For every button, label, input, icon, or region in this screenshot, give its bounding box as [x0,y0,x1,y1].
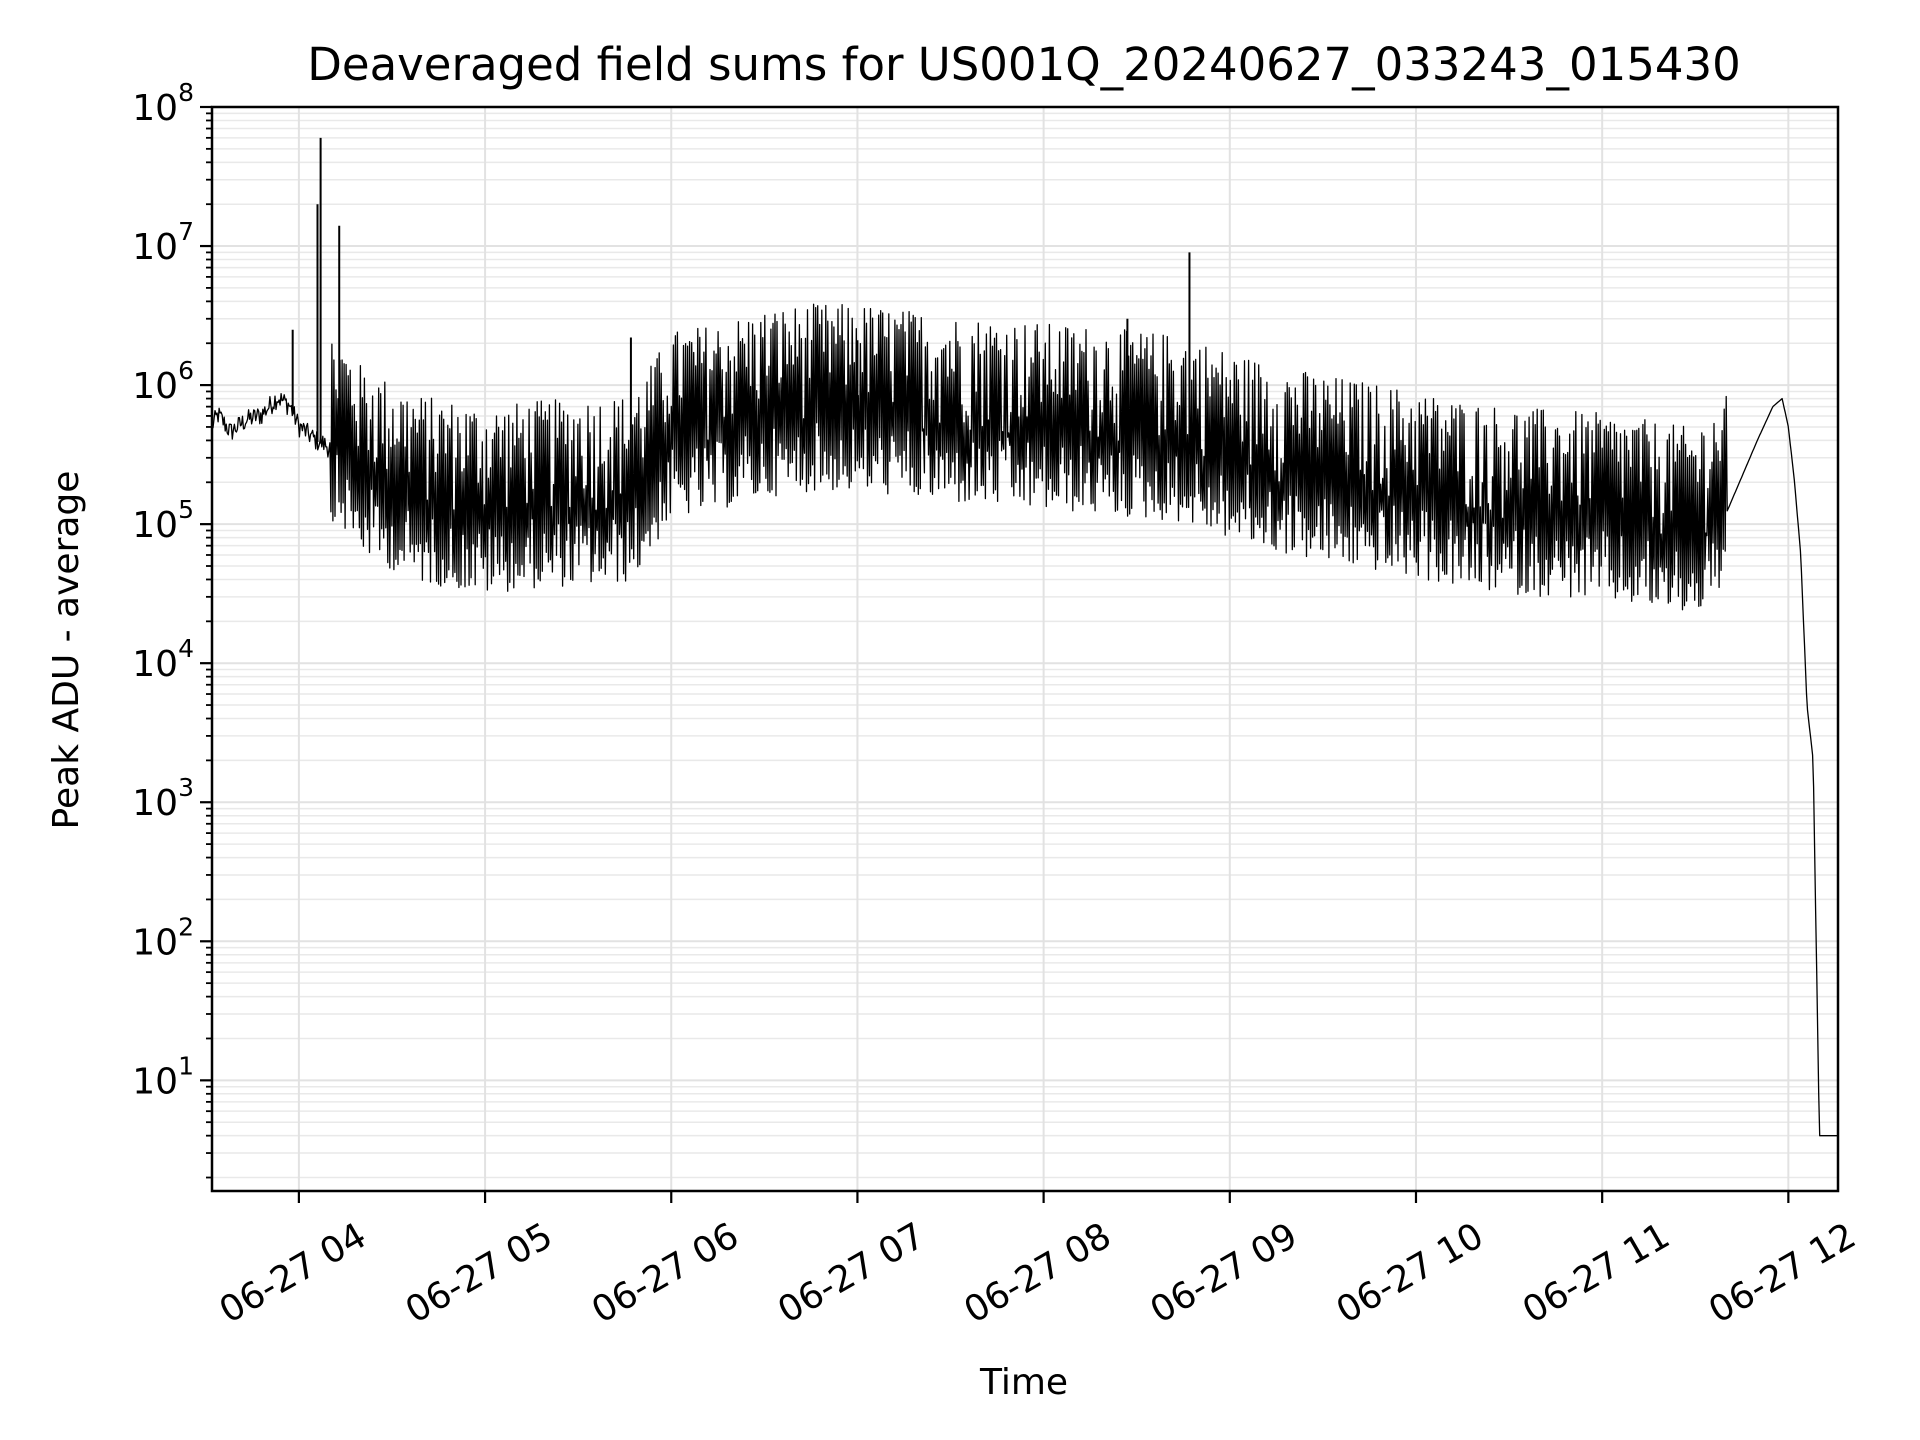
y-tick-exponent: 8 [178,78,194,107]
x-axis-label: Time [979,1362,1068,1403]
y-tick-label: 105 [132,495,194,546]
y-tick-exponent: 3 [178,773,194,802]
y-tick-exponent: 6 [178,356,194,385]
y-tick-base: 10 [132,505,178,546]
y-axis-label: Peak ADU - average [46,471,87,830]
y-tick-base: 10 [132,644,178,685]
y-tick-exponent: 2 [178,912,194,941]
series [211,137,1838,1137]
y-tick-label: 103 [132,773,194,824]
y-tick-exponent: 4 [178,634,194,663]
plot-frame [210,105,1840,1193]
y-tick-label: 106 [132,356,194,407]
y-tick-base: 10 [132,227,178,268]
y-tick-base: 10 [132,922,178,963]
y-tick-base: 10 [132,1061,178,1102]
y-tick-label: 108 [132,78,194,129]
y-tick-label: 104 [132,634,194,685]
y-tick-exponent: 5 [178,495,194,524]
y-tick-base: 10 [132,88,178,129]
y-tick-label: 101 [132,1051,194,1102]
y-tick-exponent: 1 [178,1051,194,1080]
series-line [211,303,1838,1137]
chart-title: Deaveraged field sums for US001Q_2024062… [307,38,1740,91]
y-tick-base: 10 [132,366,178,407]
y-tick-exponent: 7 [178,217,194,246]
y-tick-label: 107 [132,217,194,268]
y-tick-base: 10 [132,783,178,824]
y-tick-label: 102 [132,912,194,963]
